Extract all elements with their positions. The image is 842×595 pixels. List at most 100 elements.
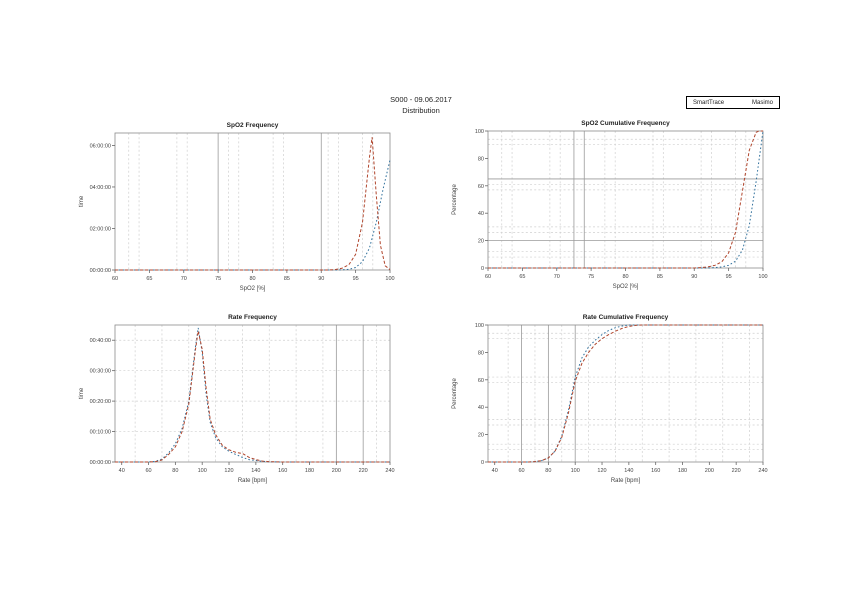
x-tick-label: 65 [146,276,152,282]
y-tick-label: 40 [478,211,484,217]
x-axis-label: SpO2 [%] [240,286,266,292]
y-tick-label: 60 [478,378,484,384]
y-axis-label: time [79,195,85,207]
chart-spo2-frequency: 60 65 70 75 80 85 90 95 100 00:00:00 02:00:00 04:00… [77,117,415,302]
x-tick-label: 60 [145,468,151,474]
chart-title: SpO2 Cumulative Frequency [581,120,670,127]
y-tick-label: 00:20:00 [90,399,111,405]
y-tick-label: 06:00:00 [90,143,111,149]
series-masimo [115,330,390,463]
x-tick-label: 200 [705,468,714,474]
series-masimo [488,324,763,463]
x-tick-label: 85 [657,274,663,280]
y-tick-label: 20 [478,239,484,245]
x-tick-label: 80 [172,468,178,474]
axes-frame [487,324,764,463]
x-tick-label: 60 [485,274,491,280]
chart-spo2-cumulative-frequency-plot: 60 65 70 75 80 85 90 95 100 0 20 40 60 80 100 SpO2 Cumu… [452,120,768,290]
y-tick-label: 100 [475,323,484,329]
chart-title: SpO2 Frequency [227,122,279,129]
page-subtitle: Distribution [402,106,440,115]
x-tick-label: 80 [249,276,255,282]
chart-rate-frequency-plot: 40 60 80 100 120 140 160 180 200 220 240 00:00:00 00… [79,314,395,484]
x-tick-label: 100 [571,468,580,474]
x-tick-label: 95 [353,276,359,282]
y-tick-label: 40 [478,405,484,411]
y-tick-label: 0 [481,460,484,466]
x-tick-label: 75 [588,274,594,280]
chart-rate-cumulative-frequency: 40 60 80 100 120 140 160 180 200 220 240 0 20 40 60 80 1… [450,309,788,494]
x-tick-label: 80 [622,274,628,280]
x-tick-label: 160 [278,468,287,474]
y-tick-label: 80 [478,350,484,356]
x-tick-label: 100 [385,276,394,282]
x-tick-label: 120 [597,468,606,474]
x-tick-label: 90 [691,274,697,280]
x-tick-label: 60 [518,468,524,474]
chart-rate-frequency: 40 60 80 100 120 140 160 180 200 220 240 00:00:00 00… [77,309,415,494]
axes-frame [114,132,391,271]
axes-frame [487,130,764,269]
y-axis-label: Percentage [452,184,458,215]
x-tick-label: 85 [284,276,290,282]
x-tick-label: 100 [758,274,767,280]
x-axis-label: SpO2 [%] [613,284,639,290]
x-tick-label: 220 [359,468,368,474]
x-tick-label: 180 [678,468,687,474]
report-header: S000 - 09.06.2017 Distribution [0,94,842,116]
x-tick-label: 90 [318,276,324,282]
y-axis-label: Percentage [452,378,458,409]
x-tick-label: 100 [198,468,207,474]
legend-item-masimo: Masimo [751,99,773,106]
x-tick-label: 140 [624,468,633,474]
y-tick-label: 60 [478,184,484,190]
chart-title: Rate Cumulative Frequency [583,314,669,321]
chart-spo2-cumulative-frequency: 60 65 70 75 80 85 90 95 100 0 20 40 60 80 100 SpO2 Cumu… [450,115,788,300]
x-tick-label: 240 [758,468,767,474]
y-tick-label: 20 [478,433,484,439]
series-masimo [115,137,391,271]
y-tick-label: 100 [475,129,484,135]
y-tick-label: 00:40:00 [90,338,111,344]
y-tick-label: 0 [481,266,484,272]
x-tick-label: 200 [332,468,341,474]
x-tick-label: 180 [305,468,314,474]
y-tick-label: 02:00:00 [90,226,111,232]
x-tick-label: 95 [726,274,732,280]
x-tick-label: 120 [224,468,233,474]
page-title: S000 - 09.06.2017 [390,95,452,104]
x-axis-label: Rate [bpm] [611,478,641,484]
x-tick-label: 70 [181,276,187,282]
y-axis-label: time [79,387,85,399]
x-tick-label: 65 [519,274,525,280]
y-tick-label: 04:00:00 [90,185,111,191]
series-smarttrace [488,130,764,269]
y-tick-label: 00:10:00 [90,430,111,436]
x-tick-label: 240 [385,468,394,474]
legend-item-smarttrace: SmartTrace [693,99,725,106]
x-tick-label: 60 [112,276,118,282]
chart-rate-cumulative-frequency-plot: 40 60 80 100 120 140 160 180 200 220 240 0 20 40 60 80 1… [452,314,768,484]
x-tick-label: 160 [651,468,660,474]
x-axis-label: Rate [bpm] [238,478,268,484]
chart-title: Rate Frequency [228,314,277,321]
axes-frame [114,324,391,463]
x-tick-label: 220 [732,468,741,474]
x-tick-label: 40 [492,468,498,474]
x-tick-label: 75 [215,276,221,282]
series-smarttrace [115,327,390,463]
y-tick-label: 00:30:00 [90,369,111,375]
series-smarttrace [488,324,763,463]
y-tick-label: 80 [478,156,484,162]
chart-spo2-frequency-plot: 60 65 70 75 80 85 90 95 100 00:00:00 02:00:00 04:00… [79,122,395,292]
x-tick-label: 70 [554,274,560,280]
series-legend: SmartTrace Masimo [686,96,780,109]
series-masimo [488,130,763,269]
y-tick-label: 00:00:00 [90,268,111,274]
series-smarttrace [115,159,391,271]
y-tick-label: 00:00:00 [90,460,111,466]
x-tick-label: 40 [119,468,125,474]
x-tick-label: 140 [251,468,260,474]
x-tick-label: 80 [545,468,551,474]
